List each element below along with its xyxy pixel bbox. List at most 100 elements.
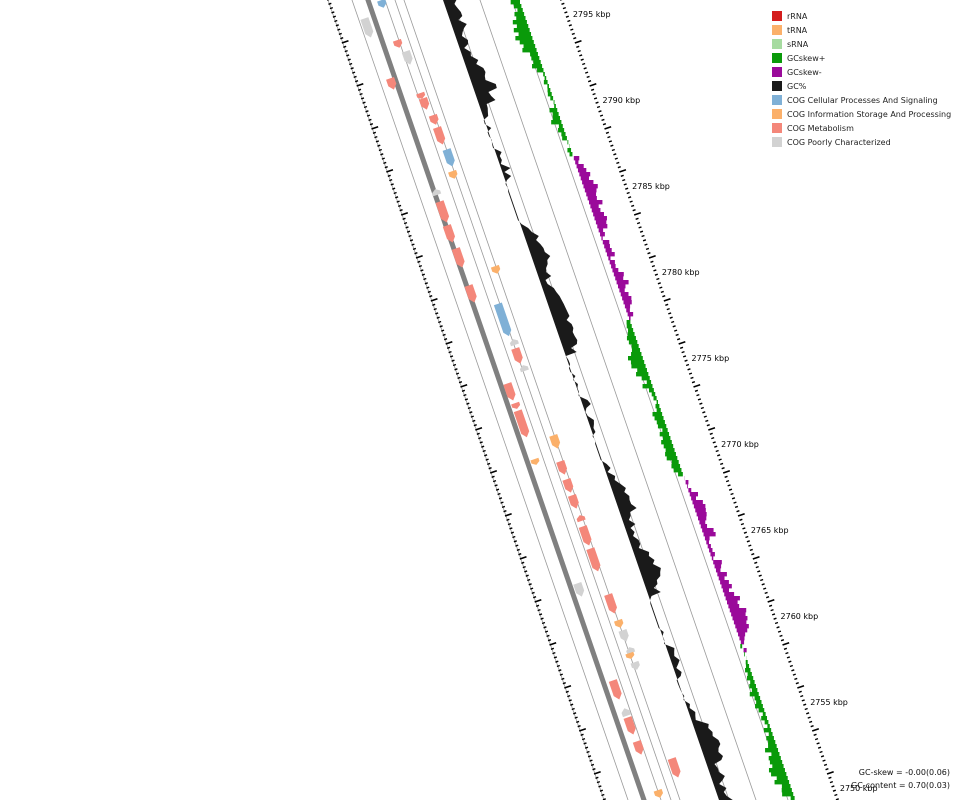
gcskew-minus-bar	[738, 632, 746, 637]
inner-tick	[488, 467, 492, 470]
outer-tick	[697, 398, 702, 401]
outer-tick	[777, 630, 782, 633]
outer-tick	[605, 131, 610, 134]
inner-tick	[516, 548, 520, 552]
gcskew-plus-bar	[781, 788, 792, 793]
cds-feature	[511, 347, 523, 364]
inner-tick	[544, 630, 549, 633]
inner-tick	[489, 469, 498, 474]
outer-tick	[602, 123, 607, 126]
gcskew-plus-bar	[657, 424, 667, 429]
cds-feature	[428, 113, 439, 125]
inner-tick	[400, 211, 409, 216]
gcskew-minus-bar	[710, 552, 715, 557]
outer-tick	[810, 725, 814, 728]
inner-tick	[568, 699, 572, 702]
gcskew-minus-bar	[627, 312, 634, 317]
inner-tick	[519, 555, 527, 560]
inner-tick	[504, 512, 512, 517]
gcskew-minus-bar	[597, 224, 608, 229]
inner-tick	[329, 6, 334, 10]
inner-tick	[408, 234, 412, 238]
inner-tick	[527, 578, 531, 582]
inner-tick	[356, 82, 364, 87]
inner-tick	[338, 32, 342, 36]
gcskew-plus-bar	[772, 764, 784, 769]
cds-feature	[604, 593, 617, 614]
outer-tick	[705, 419, 709, 423]
inner-tick	[469, 411, 473, 414]
outer-tick	[639, 230, 644, 233]
outer-tick	[715, 449, 719, 453]
gcskew-plus-bar	[517, 8, 523, 13]
gcskew-plus-bar	[641, 376, 650, 381]
gcskew-minus-bar	[626, 308, 630, 313]
outer-tick	[721, 467, 725, 470]
outer-tick	[568, 24, 572, 27]
cds-feature	[653, 788, 664, 798]
legend-label: COG Metabolism	[787, 123, 854, 133]
inner-tick	[371, 125, 379, 130]
gcskew-minus-bar	[573, 156, 580, 161]
track-guide-line	[452, 0, 730, 800]
inner-tick	[417, 260, 421, 263]
gcskew-plus-bar	[771, 752, 780, 757]
inner-tick	[432, 303, 436, 306]
gcskew-plus-bar	[630, 360, 645, 365]
gcskew-plus-bar	[628, 340, 638, 345]
inner-tick	[334, 19, 338, 23]
gcskew-plus-bar	[543, 80, 548, 85]
inner-tick	[562, 682, 566, 685]
gcskew-minus-bar	[589, 200, 603, 205]
gcskew-minus-bar	[685, 480, 689, 485]
gcskew-plus-bar	[656, 420, 665, 425]
outer-tick	[645, 247, 650, 251]
cds-feature	[360, 17, 374, 38]
inner-tick	[411, 243, 415, 246]
gcskew-plus-bar	[781, 784, 791, 789]
outer-tick	[752, 555, 760, 560]
inner-tick	[332, 15, 336, 18]
outer-tick	[785, 651, 789, 655]
gcskew-plus-bar	[751, 688, 758, 693]
inner-tick	[360, 97, 365, 100]
gcskew-minus-bar	[622, 296, 632, 301]
outer-tick	[763, 587, 767, 590]
inner-tick	[446, 346, 451, 349]
outer-tick	[691, 381, 696, 384]
inner-tick	[507, 522, 512, 526]
legend-label: COG Information Storage And Processing	[787, 109, 952, 119]
cds-feature	[451, 247, 465, 268]
gcskew-minus-bar	[620, 292, 629, 297]
cds-feature	[433, 126, 446, 145]
inner-tick	[565, 690, 569, 693]
gcskew-minus-bar	[725, 596, 740, 601]
gcskew-minus-bar	[724, 592, 735, 597]
gcskew-plus-bar	[628, 356, 643, 361]
inner-tick	[547, 639, 552, 642]
inner-tick	[577, 725, 581, 728]
outer-tick	[669, 316, 673, 319]
outer-tick	[681, 350, 685, 354]
outer-tick	[774, 621, 779, 625]
outer-tick	[804, 707, 808, 711]
gc-skew-stat: GC-skew = -0.00(0.06)	[858, 768, 950, 777]
outer-tick	[629, 200, 633, 203]
inner-tick	[528, 583, 532, 586]
outer-tick	[782, 641, 790, 646]
cds-feature	[586, 547, 601, 572]
outer-tick	[630, 204, 635, 208]
gcskew-minus-bar	[720, 580, 729, 585]
inner-tick	[341, 39, 349, 44]
gcskew-minus-bar	[702, 528, 714, 533]
outer-tick	[714, 445, 718, 448]
inner-tick	[559, 673, 563, 676]
cds-feature	[549, 434, 561, 449]
inner-tick	[543, 626, 547, 629]
track-guide-line	[351, 0, 629, 800]
outer-tick	[650, 260, 654, 263]
outer-tick	[576, 45, 580, 48]
inner-tick	[365, 110, 369, 113]
outer-tick	[638, 226, 642, 229]
gcskew-minus-bar	[695, 508, 706, 513]
